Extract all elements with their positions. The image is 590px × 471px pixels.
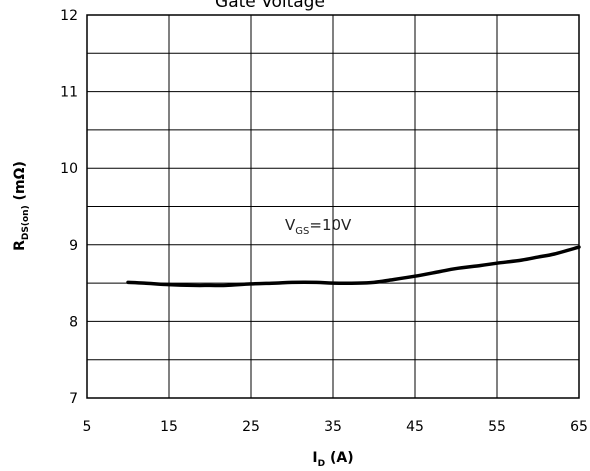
x-axis-label: ID (A) xyxy=(312,450,353,469)
y-tick-labels: 7 8 9 10 11 12 xyxy=(60,8,78,407)
x-axis-label-sub: D xyxy=(318,459,325,469)
series-line xyxy=(126,245,581,288)
y-axis-label-unit: (mΩ) xyxy=(12,161,28,205)
x-axis-label-main: I xyxy=(312,450,317,466)
annotation-vgs: VGS=10V xyxy=(285,216,352,237)
x-axis-label-unit: (A) xyxy=(325,450,354,466)
x-tick-label: 15 xyxy=(160,419,178,435)
y-tick-label: 9 xyxy=(69,238,78,254)
x-tick-label: 45 xyxy=(406,419,424,435)
y-axis-label: RDS(on) (mΩ) xyxy=(12,161,31,251)
x-tick-labels: 5 15 25 35 45 55 65 xyxy=(83,419,588,435)
y-tick-label: 11 xyxy=(60,85,78,101)
x-tick-label: 35 xyxy=(324,419,342,435)
x-tick-label: 25 xyxy=(242,419,260,435)
y-axis-label-main: R xyxy=(12,240,28,251)
annotation-vgs-main: V xyxy=(285,216,296,234)
x-tick-label: 65 xyxy=(570,419,588,435)
x-tick-label: 5 xyxy=(83,419,92,435)
y-tick-label: 10 xyxy=(60,161,78,177)
chart-title: Gate Voltage xyxy=(215,0,325,12)
y-tick-label: 8 xyxy=(69,314,78,330)
y-tick-label: 7 xyxy=(69,391,78,407)
y-axis-label-sub: DS(on) xyxy=(21,205,31,240)
annotation-vgs-sub: GS xyxy=(295,226,309,237)
x-tick-label: 55 xyxy=(488,419,506,435)
plot-border xyxy=(86,14,580,399)
annotation-vgs-rest: =10V xyxy=(309,216,352,234)
y-tick-label: 12 xyxy=(60,8,78,24)
